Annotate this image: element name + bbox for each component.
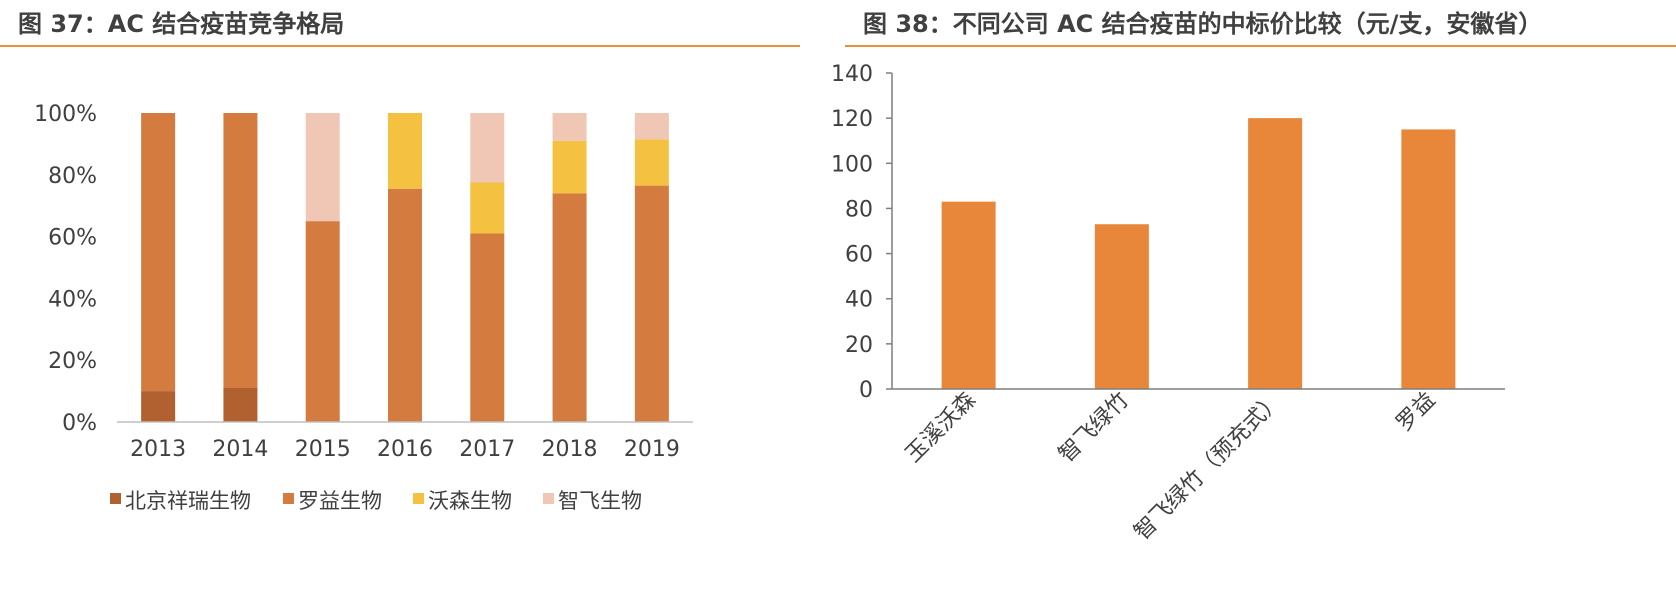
x-tick-label: 玉溪沃森 — [901, 388, 981, 468]
bar-segment — [552, 193, 587, 422]
stacked-bar-chart: 0% 20% 40% 60% 80% 100% 2013 2014 2015 2016 2017 20… — [34, 102, 693, 513]
bar-segment — [634, 113, 669, 140]
bar-segment — [634, 139, 669, 186]
bar-segment — [552, 140, 587, 194]
x-tick-label: 2015 — [295, 437, 351, 462]
x-tick-label: 2014 — [212, 437, 268, 462]
y-tick-label: 0 — [859, 378, 873, 403]
bar-segment — [470, 233, 505, 422]
bar — [1094, 224, 1149, 389]
chart-title-bid-price: 图 38：不同公司 AC 结合疫苗的中标价比较（元/支，安徽省） — [863, 10, 1543, 38]
title-underline — [845, 45, 1676, 47]
y-tick-label: 120 — [831, 107, 873, 132]
bar-segment — [388, 113, 422, 189]
y-tick-label: 0% — [62, 411, 97, 436]
legend-swatch — [110, 493, 121, 504]
x-tick-label: 2013 — [130, 437, 186, 462]
x-tick-label: 智飞绿竹（预充式） — [1130, 388, 1288, 546]
y-tick-label: 60 — [845, 243, 873, 268]
bar — [1401, 129, 1456, 389]
y-tick-label: 100 — [831, 152, 873, 177]
y-tick-label: 100% — [34, 102, 97, 127]
bar-segment — [305, 113, 340, 222]
x-tick-label: 智飞绿竹 — [1054, 388, 1134, 468]
x-tick-label: 2016 — [377, 437, 433, 462]
x-tick-label: 2017 — [459, 437, 515, 462]
legend-swatch — [283, 493, 294, 504]
y-tick-label: 140 — [831, 62, 873, 87]
y-tick-label: 40 — [845, 288, 873, 313]
chart-title-market-share: 图 37：AC 结合疫苗竞争格局 — [18, 10, 345, 38]
x-tick-label: 2019 — [624, 437, 680, 462]
legend-label: 北京祥瑞生物 — [125, 489, 251, 513]
y-tick-label: 20 — [845, 333, 873, 358]
bar — [941, 201, 996, 389]
bar-segment — [305, 221, 340, 422]
y-tick-label: 80% — [48, 164, 97, 189]
bar-segment — [223, 113, 258, 389]
bar-segment — [388, 188, 422, 422]
bar-segment — [470, 182, 505, 234]
y-tick-label: 20% — [48, 349, 97, 374]
x-tick-label: 2018 — [542, 437, 598, 462]
y-tick-label: 80 — [845, 197, 873, 222]
title-underline — [0, 45, 800, 47]
bar-segment — [470, 113, 505, 183]
panel-market-share: 图 37：AC 结合疫苗竞争格局 0% 20% 40% 60% 80% 100% 2013 2… — [0, 0, 800, 616]
bar-segment — [552, 113, 587, 141]
legend-label: 沃森生物 — [428, 489, 512, 513]
legend-swatch — [543, 493, 554, 504]
y-tick-label: 40% — [48, 287, 97, 312]
legend-label: 罗益生物 — [298, 489, 382, 513]
legend-label: 智飞生物 — [558, 489, 642, 513]
panel-bid-price: 图 38：不同公司 AC 结合疫苗的中标价比较（元/支，安徽省） 0 20 40 60… — [831, 0, 1676, 616]
bar-segment — [634, 185, 669, 422]
bar-segment — [223, 388, 258, 422]
x-tick-label: 罗益 — [1392, 388, 1441, 437]
legend-swatch — [413, 493, 424, 504]
bar-segment — [141, 113, 176, 392]
bar — [1248, 118, 1303, 390]
y-tick-label: 60% — [48, 226, 97, 251]
bar-segment — [141, 391, 176, 422]
